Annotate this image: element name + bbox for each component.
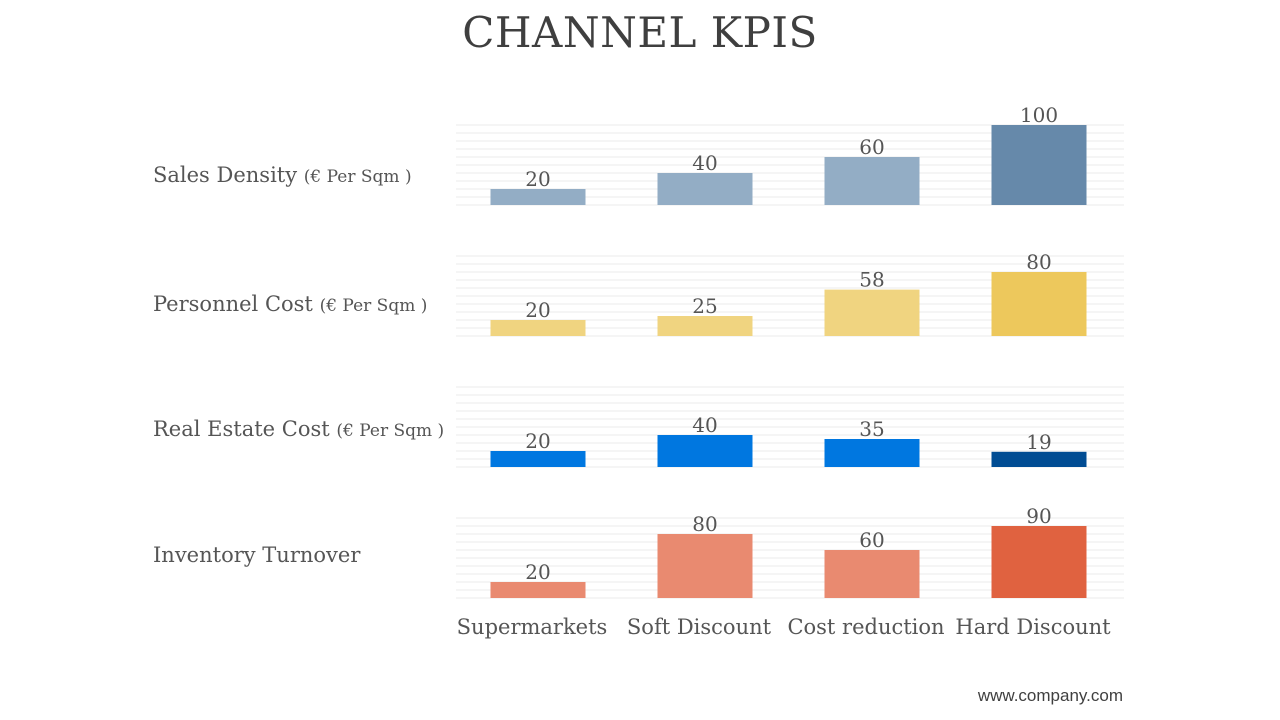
data-label: 60	[859, 528, 884, 552]
data-label: 20	[525, 429, 550, 453]
bar	[657, 173, 753, 205]
bar	[991, 125, 1087, 205]
row-label-sales-density: Sales Density (€ Per Sqm )	[153, 163, 412, 187]
page-title: CHANNEL KPIS	[462, 8, 818, 57]
bar	[490, 451, 586, 467]
data-label: 58	[859, 268, 884, 292]
row-label-unit: (€ Per Sqm )	[303, 167, 412, 187]
bar	[657, 435, 753, 467]
bar	[490, 582, 586, 598]
bar	[657, 316, 753, 336]
row-label-unit: (€ Per Sqm )	[319, 296, 428, 316]
data-label: 40	[692, 413, 717, 437]
data-label: 60	[859, 135, 884, 159]
category-label: Cost reduction	[787, 615, 944, 639]
bar	[490, 320, 586, 336]
bar	[824, 439, 920, 467]
row-label-name: Inventory Turnover	[153, 543, 361, 567]
bar	[991, 526, 1087, 598]
data-label: 35	[859, 417, 884, 441]
category-label: Supermarkets	[457, 615, 608, 639]
row-label-name: Real Estate Cost	[153, 417, 330, 441]
data-label: 80	[692, 512, 717, 536]
row-label-name: Sales Density	[153, 163, 298, 187]
data-label: 20	[525, 560, 550, 584]
data-label: 100	[1020, 103, 1058, 127]
row-label-unit: (€ Per Sqm )	[336, 421, 445, 441]
data-label: 25	[692, 294, 717, 318]
category-label: Hard Discount	[955, 615, 1111, 639]
data-label: 20	[525, 167, 550, 191]
footer-url: www.company.com	[977, 686, 1123, 705]
data-label: 40	[692, 151, 717, 175]
row-label-name: Personnel Cost	[153, 292, 313, 316]
row-label-personnel-cost: Personnel Cost (€ Per Sqm )	[153, 292, 427, 316]
row-label-inventory-turnover: Inventory Turnover	[153, 543, 360, 567]
bar	[991, 272, 1087, 336]
data-label: 90	[1026, 504, 1051, 528]
data-label: 20	[525, 298, 550, 322]
bar	[991, 451, 1087, 467]
bar	[657, 534, 753, 598]
category-label: Soft Discount	[627, 615, 772, 639]
row-label-real-estate-cost: Real Estate Cost (€ Per Sqm )	[153, 417, 444, 441]
data-label: 80	[1026, 250, 1051, 274]
bar	[824, 157, 920, 205]
bar	[824, 550, 920, 598]
bar	[490, 189, 586, 205]
data-label: 19	[1026, 430, 1051, 454]
bar	[824, 289, 920, 336]
